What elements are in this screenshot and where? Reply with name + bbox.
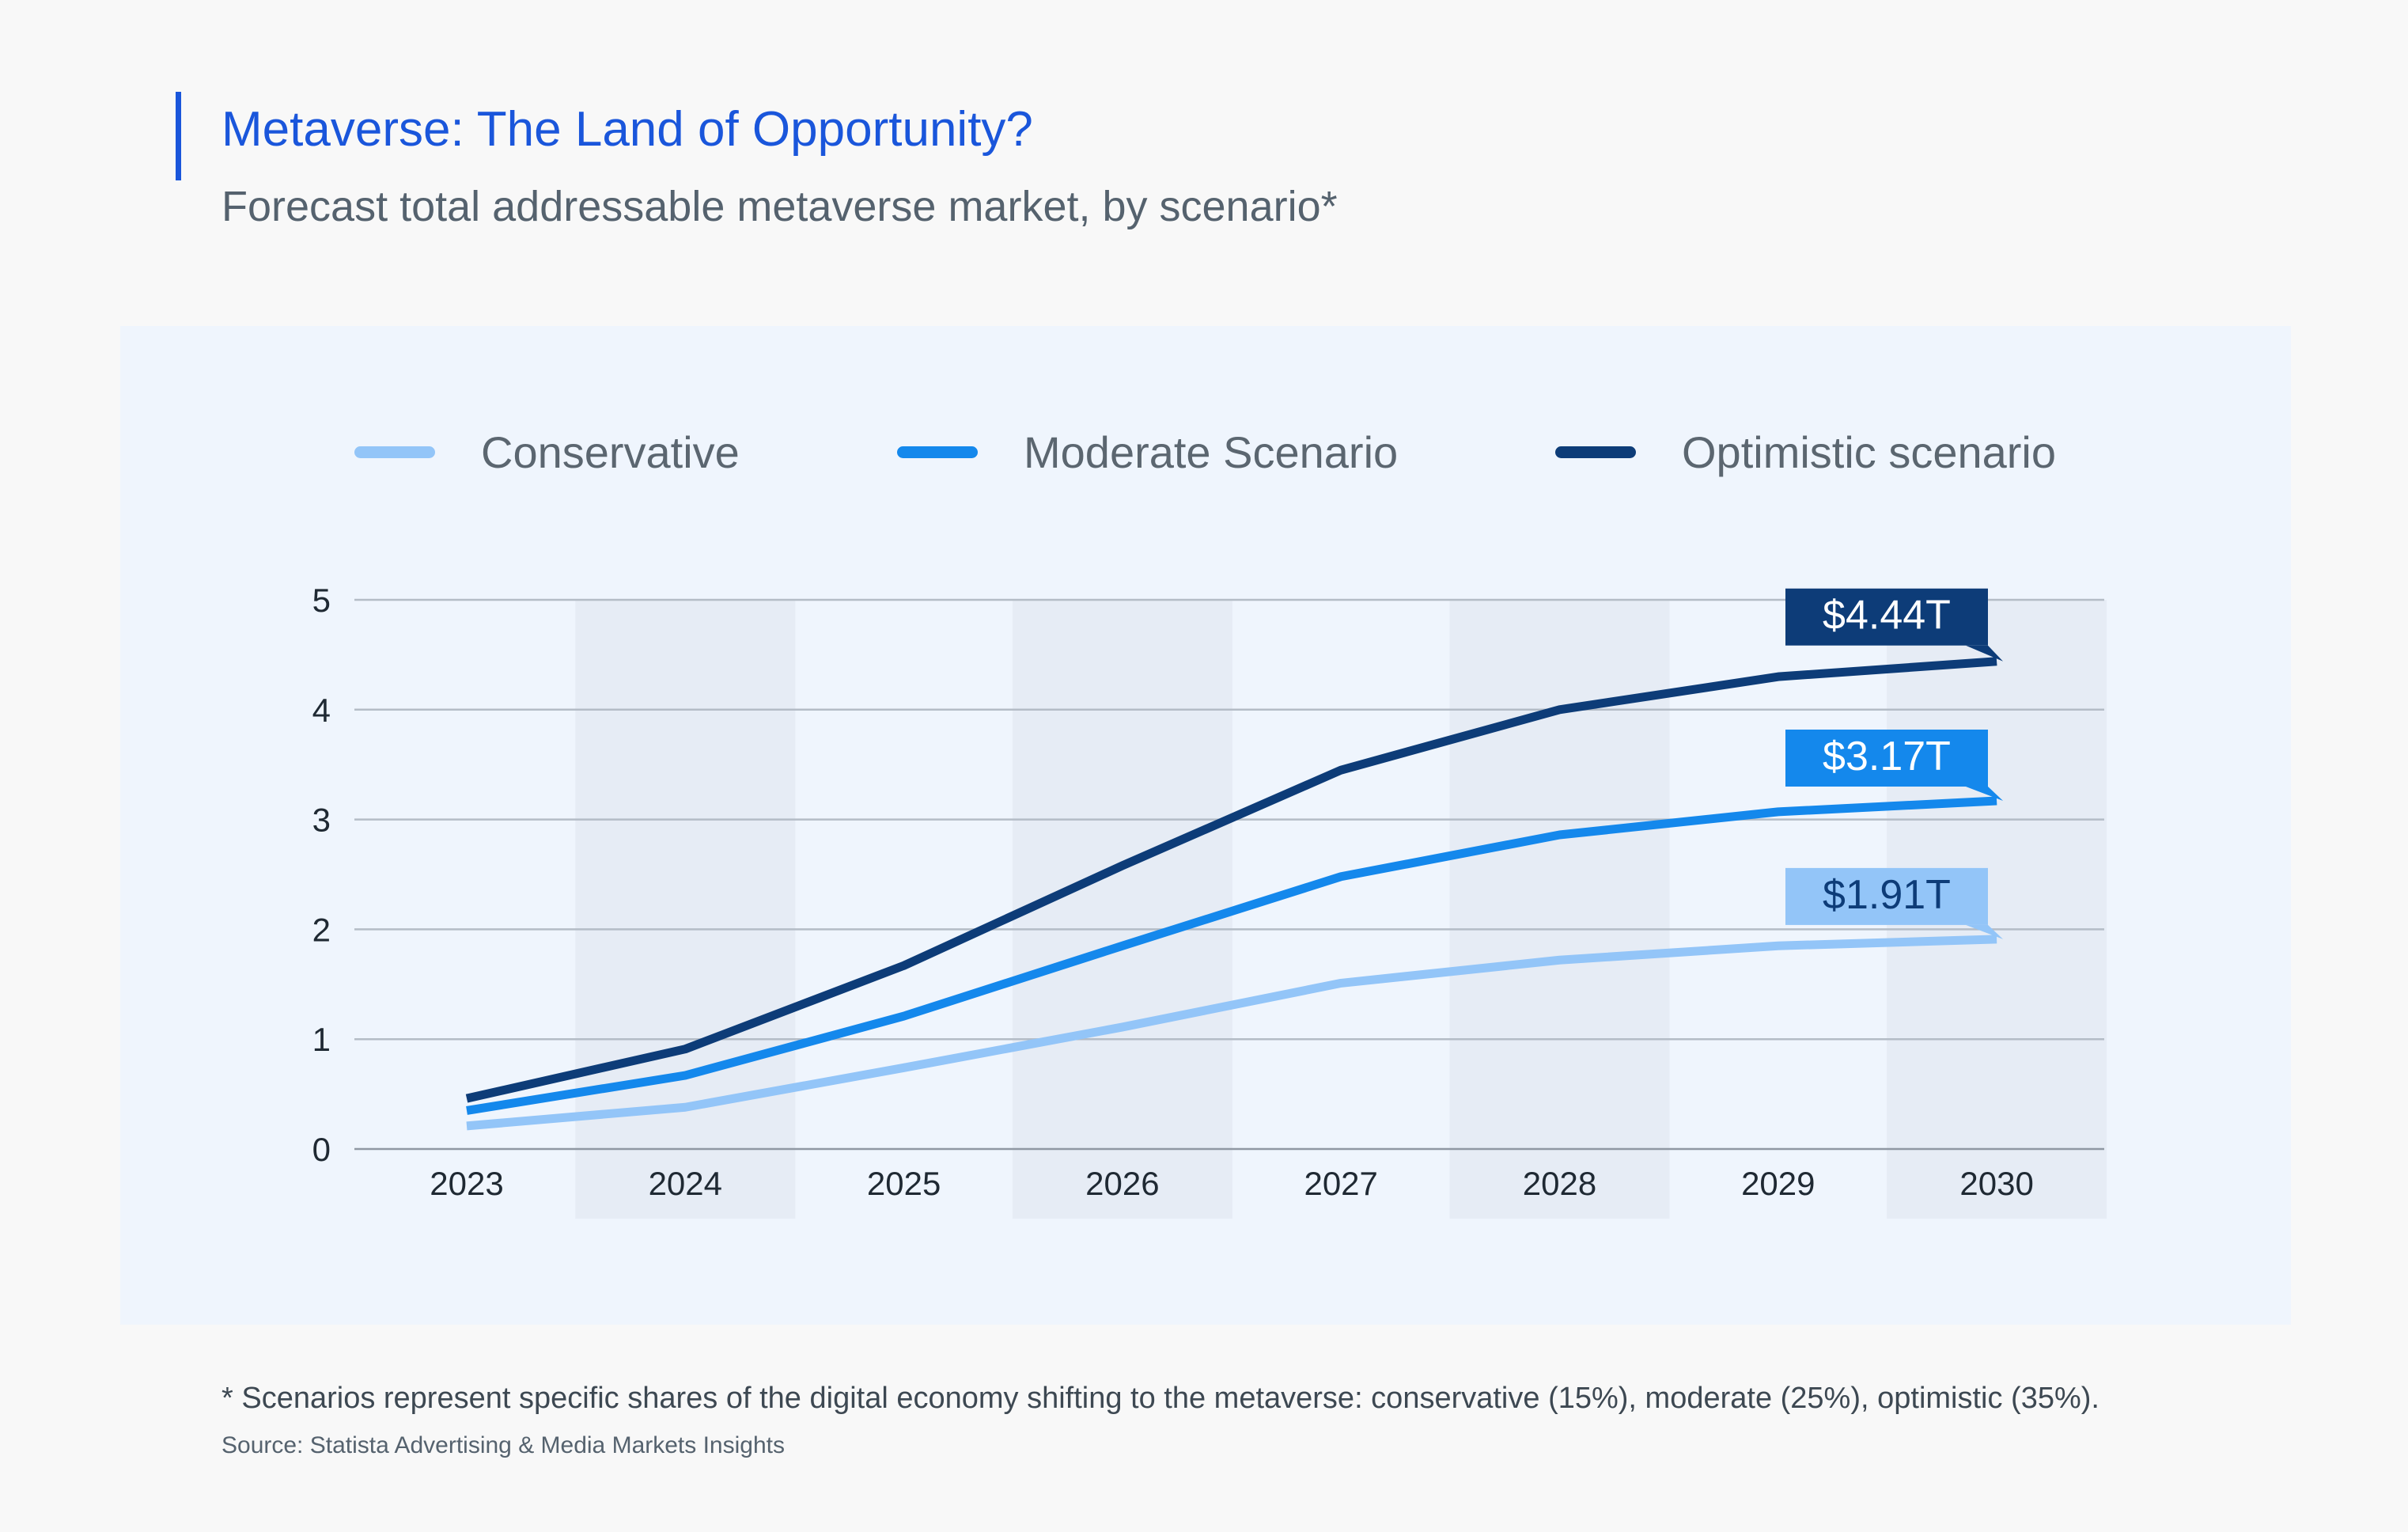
y-tick-label-5: 5 [312, 582, 331, 619]
legend-swatch-conservative [354, 446, 435, 458]
x-tick-label-2029: 2029 [1741, 1165, 1815, 1202]
footnote: * Scenarios represent specific shares of… [221, 1382, 2099, 1415]
x-tick-label-2025: 2025 [867, 1165, 941, 1202]
series-line-conservative [466, 935, 1997, 1131]
x-tick-label-2027: 2027 [1304, 1165, 1377, 1202]
x-tick-label-2030: 2030 [1959, 1165, 2033, 1202]
title-accent-bar [176, 92, 181, 180]
page-title: Metaverse: The Land of Opportunity? [221, 102, 1033, 157]
callout-pointer-conservative [1966, 924, 2004, 939]
legend-item-conservative: Conservative [354, 424, 740, 480]
x-tick-label-2023: 2023 [430, 1165, 503, 1202]
callout-pointer-optimistic [1966, 645, 2004, 662]
callout-label-moderate: $3.17T [1823, 734, 1951, 779]
x-tick-label-2026: 2026 [1085, 1165, 1159, 1202]
legend-swatch-moderate [897, 446, 978, 458]
legend-item-moderate: Moderate Scenario [897, 424, 1398, 480]
series-line-optimistic [465, 657, 1997, 1103]
callout-box-moderate [1785, 730, 1988, 787]
page-subtitle: Forecast total addressable metaverse mar… [221, 183, 1338, 230]
legend-swatch-optimistic [1555, 446, 1636, 458]
column-band-2026 [1012, 600, 1232, 1219]
y-tick-label-0: 0 [312, 1131, 331, 1168]
x-tick-label-2024: 2024 [649, 1165, 722, 1202]
y-tick-label-1: 1 [312, 1021, 331, 1058]
source-note: Source: Statista Advertising & Media Mar… [221, 1432, 785, 1458]
callout-box-optimistic [1785, 588, 1988, 646]
column-band-2024 [575, 600, 796, 1219]
y-tick-label-3: 3 [312, 802, 331, 839]
legend-label-optimistic: Optimistic scenario [1682, 427, 2057, 477]
x-tick-label-2028: 2028 [1523, 1165, 1596, 1202]
legend-label-conservative: Conservative [481, 427, 740, 477]
legend-label-moderate: Moderate Scenario [1024, 427, 1399, 477]
legend-item-optimistic: Optimistic scenario [1555, 424, 2056, 480]
y-tick-label-2: 2 [312, 911, 331, 948]
callout-pointer-moderate [1966, 787, 2004, 802]
series-line-moderate [466, 796, 1997, 1115]
y-tick-label-4: 4 [312, 692, 331, 729]
column-band-2028 [1449, 600, 1670, 1219]
callout-label-conservative: $1.91T [1823, 872, 1951, 918]
callout-box-conservative [1785, 867, 1988, 925]
callout-label-optimistic: $4.44T [1823, 593, 1951, 639]
